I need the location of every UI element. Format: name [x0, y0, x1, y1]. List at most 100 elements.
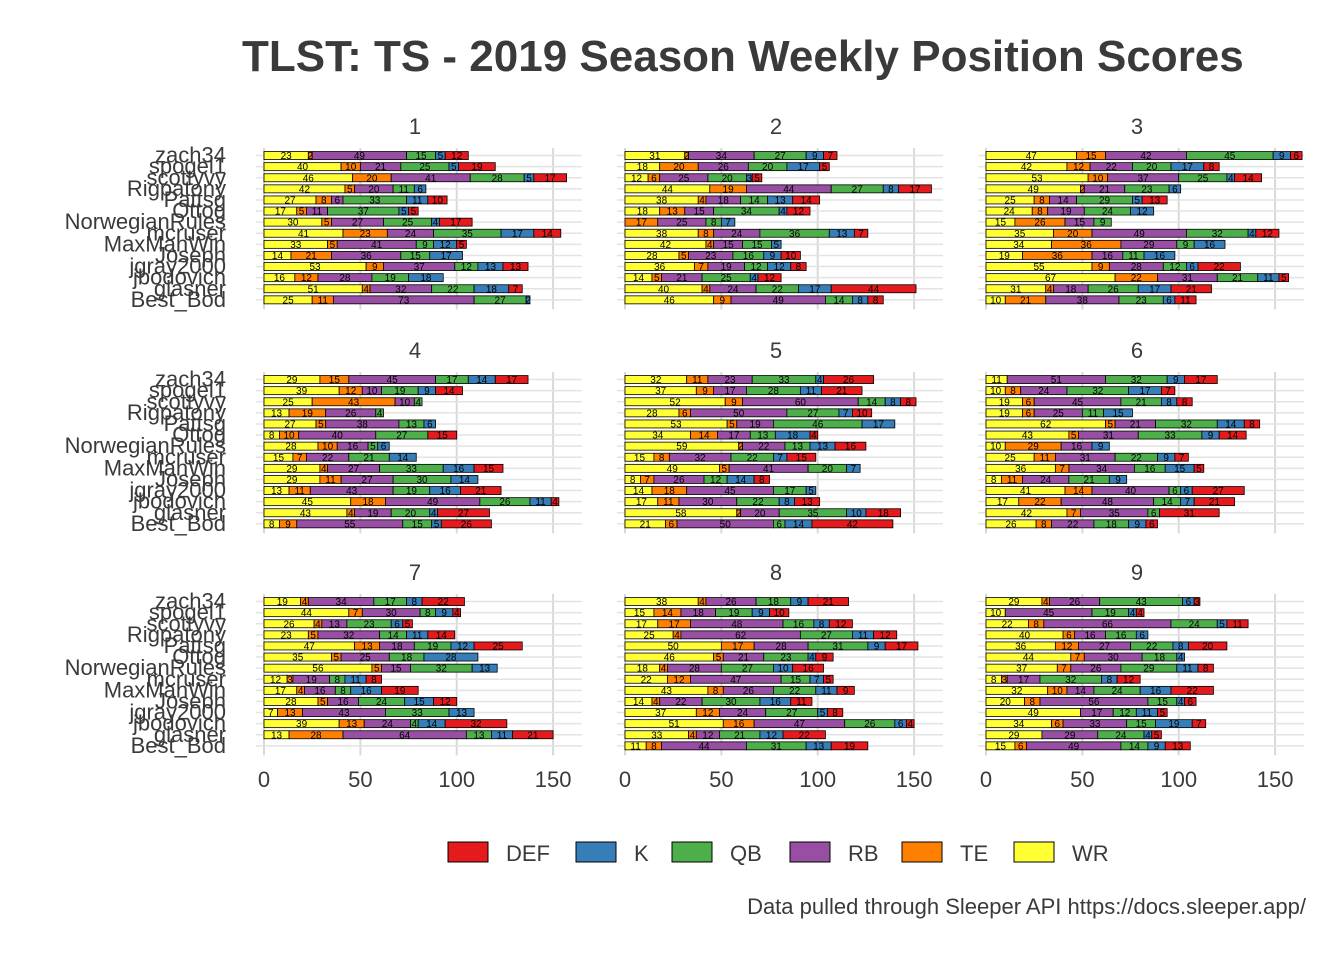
bar-data-label: 17 — [909, 184, 921, 195]
bar-data-label: 4 — [811, 431, 817, 442]
x-tick-label: 0 — [258, 767, 270, 792]
bar-data-label: 11 — [821, 686, 832, 697]
bar-data-label: 13 — [802, 497, 814, 508]
bar-data-label: 27 — [786, 708, 798, 719]
legend-swatch-def — [447, 841, 489, 863]
bar-data-label: 12 — [1061, 641, 1073, 652]
bar-data-label: 13 — [817, 442, 829, 453]
bar-data-label: 8 — [1010, 386, 1016, 397]
bar-data-label: 32 — [1131, 375, 1143, 386]
bar-data-label: 17 — [512, 229, 524, 240]
bar-data-label: 67 — [1045, 273, 1057, 284]
bar-data-label: 58 — [675, 508, 687, 519]
bar-data-label: 26 — [345, 408, 357, 419]
facet-label-6: 6 — [1131, 338, 1143, 363]
bar-segment-k — [408, 273, 444, 283]
bar-data-label: 12 — [702, 730, 714, 741]
bar-data-label: 21 — [640, 519, 652, 530]
bar-data-label: 7 — [851, 464, 857, 475]
bar-data-label: 4 — [298, 686, 304, 697]
bar-data-label: 5 — [434, 519, 440, 530]
bar-data-label: 8 — [412, 597, 418, 608]
bar-data-label: 4 — [1145, 730, 1151, 741]
bar-data-label: 5 — [405, 619, 411, 630]
bar-data-label: 31 — [1080, 453, 1092, 464]
bar-data-label: 15 — [694, 207, 706, 218]
bar-data-label: 17 — [1182, 162, 1194, 173]
bar-data-label: 6 — [1066, 630, 1072, 641]
facet-label-8: 8 — [770, 560, 782, 585]
bar-segment-k — [861, 419, 896, 429]
y-tick-label: mcruser — [147, 220, 226, 245]
bar-data-label: 37 — [358, 207, 370, 218]
bar-data-label: 23 — [281, 630, 293, 641]
bar-data-label: 14 — [866, 397, 878, 408]
bar-data-label: 7 — [1165, 386, 1171, 397]
bar-data-label: 18 — [363, 497, 375, 508]
bar-data-label: 25 — [1053, 408, 1065, 419]
bar-segment-def — [1174, 295, 1197, 305]
bar-data-label: 17 — [873, 419, 885, 430]
bar-data-label: 19 — [1060, 207, 1072, 218]
bar-data-label: 14 — [698, 431, 710, 442]
bar-segment-def — [1234, 173, 1262, 183]
bar-data-label: 14 — [749, 195, 761, 206]
bar-data-label: 16 — [845, 442, 857, 453]
bar-data-label: 15 — [634, 608, 646, 619]
bar-data-label: 45 — [1224, 151, 1236, 162]
bar-data-label: 4 — [363, 284, 369, 295]
bar-data-label: 15 — [416, 151, 428, 162]
bar-data-label: 19 — [844, 741, 856, 752]
bar-data-label: 17 — [1195, 375, 1207, 386]
bar-data-label: 4 — [431, 508, 437, 519]
bar-data-label: 18 — [768, 597, 780, 608]
bar-segment-def — [867, 295, 884, 305]
bar-data-label: 17 — [669, 619, 681, 630]
y-tick-label: spogel1 — [149, 154, 226, 179]
bar-data-label: 47 — [304, 641, 316, 652]
bar-data-label: 24 — [1040, 475, 1052, 486]
bar-segment-def — [823, 674, 834, 684]
bar-data-label: 52 — [670, 397, 682, 408]
bar-data-label: 56 — [312, 664, 324, 675]
bar-data-label: 20 — [405, 508, 417, 519]
bar-data-label: 29 — [1028, 442, 1040, 453]
bar-data-label: 13 — [271, 408, 283, 419]
bar-data-label: 42 — [1021, 508, 1033, 519]
bar-data-label: 59 — [676, 442, 688, 453]
bar-data-label: 45 — [302, 497, 314, 508]
bar-segment-def — [365, 674, 382, 684]
bar-data-label: 37 — [655, 386, 667, 397]
bar-data-label: 4 — [415, 397, 421, 408]
bar-data-label: 4 — [674, 630, 680, 641]
bar-data-label: 46 — [812, 419, 824, 430]
bar-data-label: 38 — [1077, 295, 1089, 306]
bar-data-label: 11 — [1182, 664, 1193, 675]
bar-data-label: 7 — [1075, 653, 1081, 664]
bar-data-label: 15 — [273, 453, 285, 464]
bar-data-label: 11 — [1040, 453, 1051, 464]
bar-data-label: 26 — [283, 619, 295, 630]
bar-data-label: 15 — [1112, 408, 1124, 419]
bar-data-label: 8 — [425, 608, 431, 619]
bar-data-label: 7 — [1071, 508, 1077, 519]
bar-segment-def — [819, 162, 830, 172]
bar-data-label: 19 — [999, 397, 1011, 408]
x-tick-label: 100 — [1160, 767, 1197, 792]
bar-data-label: 17 — [896, 641, 908, 652]
legend-swatch-k — [575, 841, 617, 863]
x-tick-label: 50 — [1070, 767, 1094, 792]
bar-data-label: 36 — [1052, 251, 1064, 262]
bar-data-label: 8 — [659, 453, 665, 464]
bar-data-label: 8 — [334, 675, 340, 686]
bar-data-label: 8 — [321, 195, 327, 206]
bar-data-label: 19 — [1105, 608, 1117, 619]
bar-data-label: 12 — [631, 173, 643, 184]
bar-segment-def — [421, 597, 465, 606]
bar-data-label: 16 — [1071, 442, 1083, 453]
bar-segment-k — [1103, 408, 1133, 418]
bar-data-label: 5 — [526, 173, 532, 184]
bar-data-label: 15 — [1085, 151, 1097, 162]
bar-data-label: 30 — [416, 475, 428, 486]
bar-data-label: 24 — [1111, 686, 1123, 697]
